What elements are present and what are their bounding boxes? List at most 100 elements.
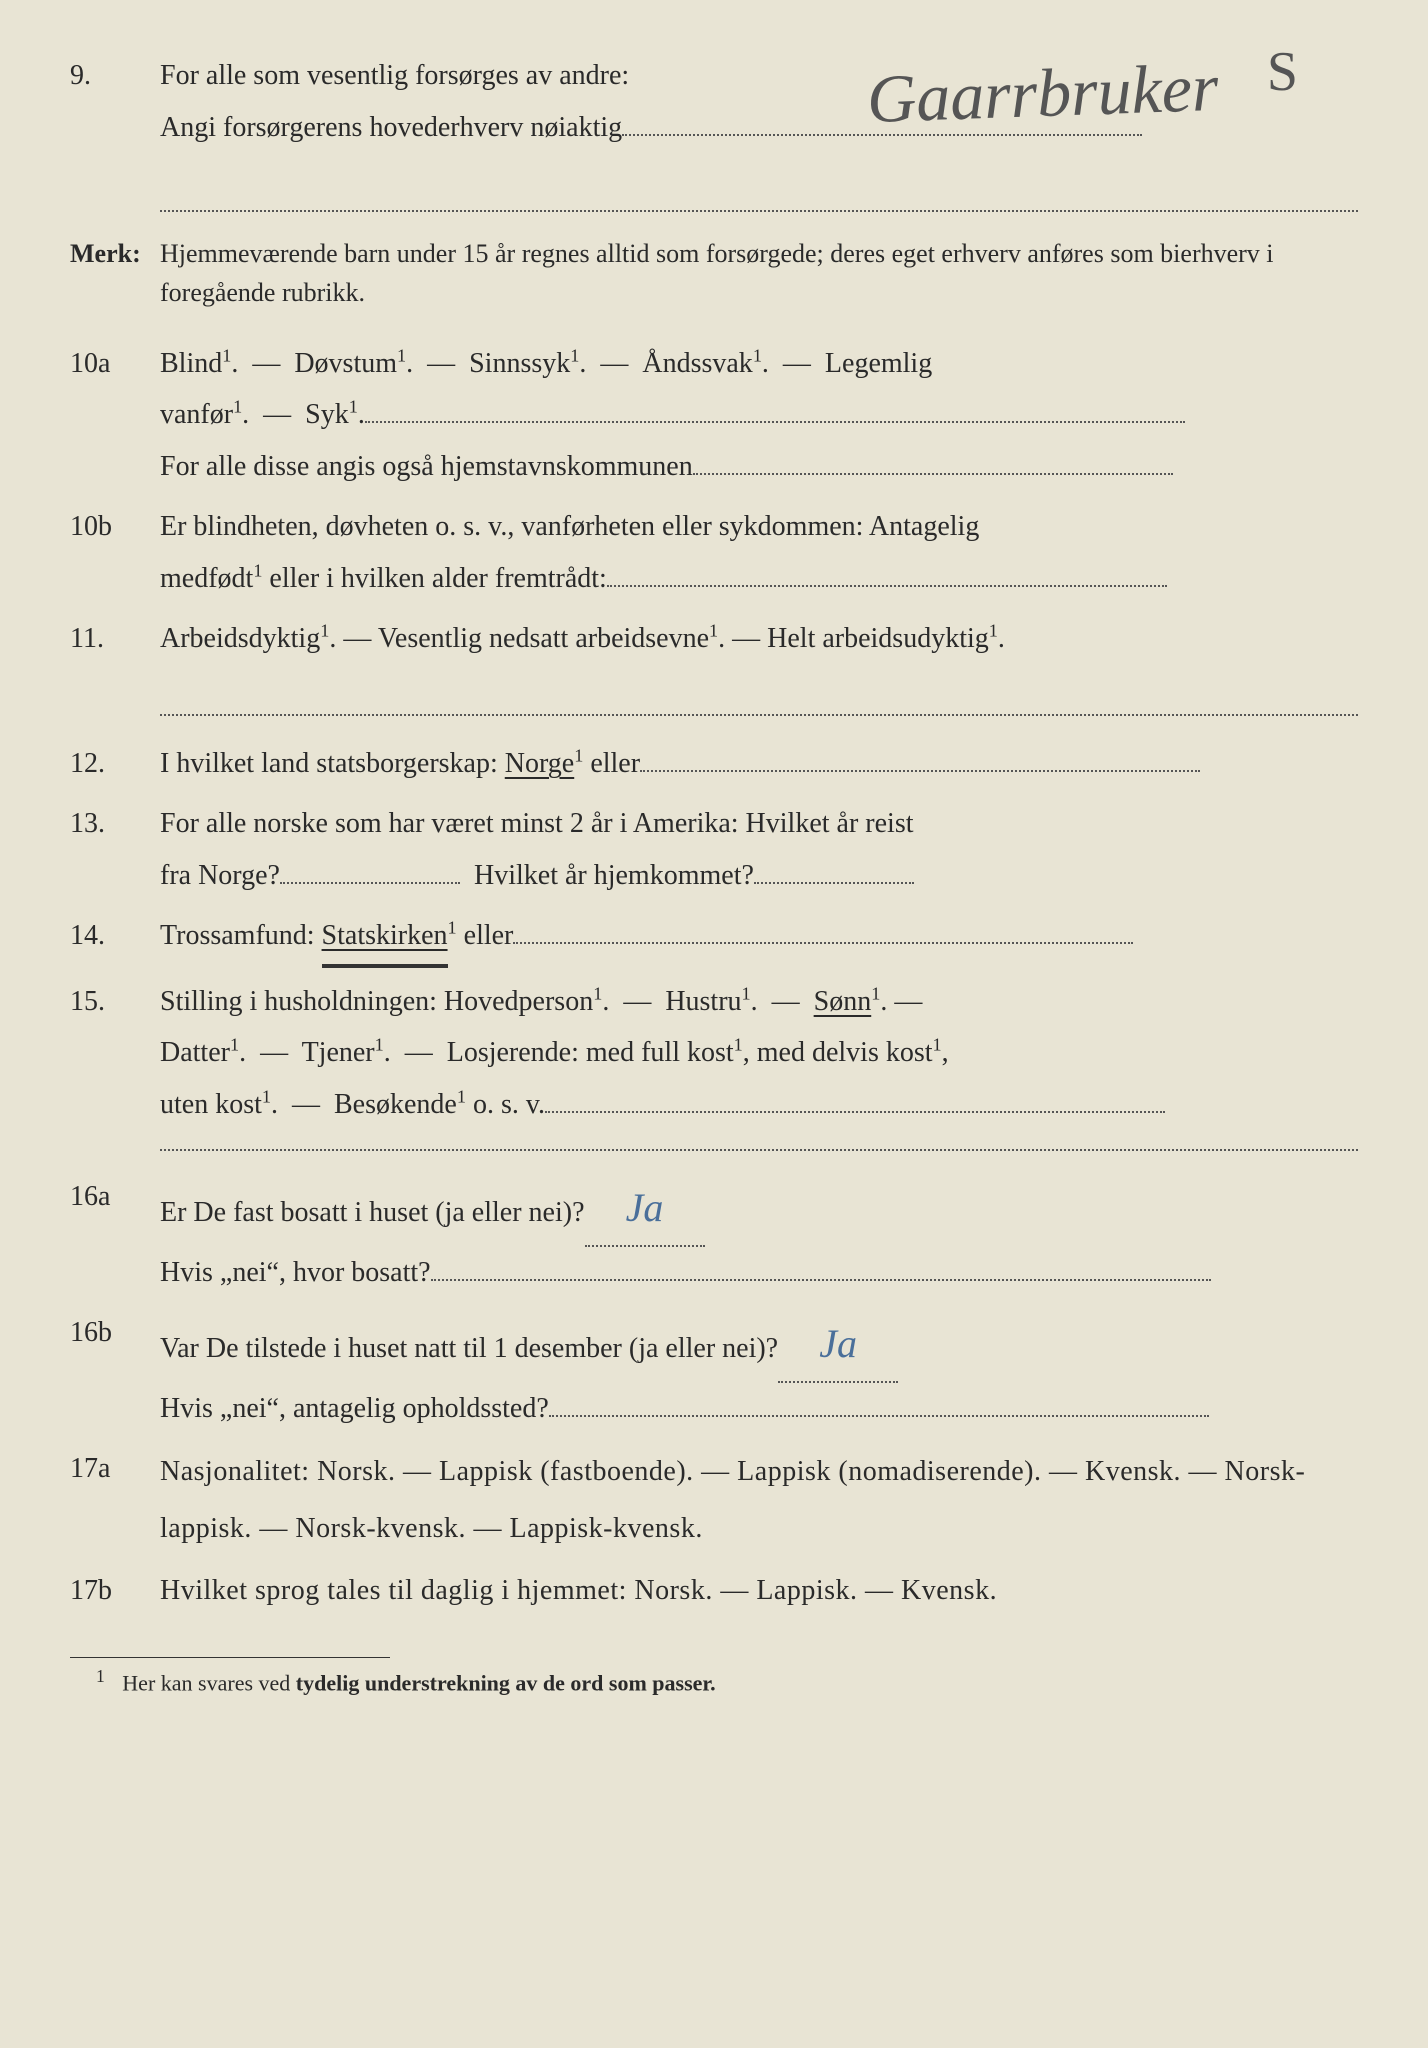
handwritten-16b: Ja	[815, 1321, 861, 1366]
q11-content: Arbeidsdyktig1. — Vesentlig nedsatt arbe…	[160, 613, 1358, 731]
q16b-content: Var De tilstede i huset natt til 1 desem…	[160, 1307, 1358, 1435]
q10a-sinnssyk: Sinnssyk	[469, 348, 570, 379]
q11-udyktig: Helt arbeidsudyktig	[767, 623, 989, 654]
q16b-hvis-nei: Hvis „nei“, antagelig opholdssted?	[160, 1393, 549, 1424]
q15-delvis: , med delvis kost	[743, 1037, 933, 1068]
q17a-content: Nasjonalitet: Norsk. — Lappisk (fastboen…	[160, 1443, 1358, 1558]
q16a-content: Er De fast bosatt i huset (ja eller nei)…	[160, 1171, 1358, 1299]
q10a-blind: Blind	[160, 348, 222, 379]
q12-norge: Norge	[505, 748, 574, 779]
q13-number: 13.	[70, 798, 160, 850]
question-14: 14. Trossamfund: Statskirken1 eller	[70, 910, 1358, 968]
q17b-content: Hvilket sprog tales til daglig i hjemmet…	[160, 1565, 1358, 1617]
q14-fill	[513, 942, 1133, 944]
q10a-line1: Blind1. — Døvstum1. — Sinnssyk1. — Åndss…	[160, 338, 1358, 390]
q10b-fill	[607, 585, 1167, 587]
question-16b: 16b Var De tilstede i huset natt til 1 d…	[70, 1307, 1358, 1435]
q10b-eller: eller i hvilken alder fremtrådt:	[262, 563, 606, 594]
q10a-line2: vanfør1. — Syk1.	[160, 389, 1358, 441]
q13-fill1	[280, 882, 460, 884]
q15-sonn: Sønn	[814, 986, 872, 1017]
question-17b: 17b Hvilket sprog tales til daglig i hje…	[70, 1565, 1358, 1617]
q16a-line1: Er De fast bosatt i huset (ja eller nei)…	[160, 1171, 1358, 1247]
q15-osv: o. s. v.	[466, 1089, 545, 1120]
q12-text: I hvilket land statsborgerskap:	[160, 748, 505, 779]
footnote-text: Her kan svares ved tydelig understreknin…	[122, 1670, 715, 1695]
q10a-line3: For alle disse angis også hjemstavnskomm…	[160, 441, 1358, 493]
q10a-vanfor: vanfør	[160, 399, 233, 430]
q11-blank-line	[160, 688, 1358, 716]
question-10a: 10a Blind1. — Døvstum1. — Sinnssyk1. — Å…	[70, 338, 1358, 493]
q12-eller: eller	[590, 748, 640, 779]
q15-datter: Datter	[160, 1037, 230, 1068]
q12-content: I hvilket land statsborgerskap: Norge1 e…	[160, 738, 1358, 790]
question-15: 15. Stilling i husholdningen: Hovedperso…	[70, 976, 1358, 1131]
q16a-fill	[431, 1279, 1211, 1281]
q15-besokende: Besøkende	[334, 1089, 457, 1120]
q13-fra-norge: fra Norge?	[160, 860, 280, 891]
question-13: 13. For alle norske som har været minst …	[70, 798, 1358, 902]
q16b-text: Var De tilstede i huset natt til 1 desem…	[160, 1333, 778, 1364]
q16a-answer-line: Ja	[585, 1171, 705, 1247]
q15-line3: uten kost1. — Besøkende1 o. s. v.	[160, 1079, 1358, 1131]
question-10b: 10b Er blindheten, døvheten o. s. v., va…	[70, 501, 1358, 605]
handwritten-occupation: Gaarrbruker	[865, 48, 1219, 139]
q10a-legemlig: Legemlig	[825, 348, 932, 379]
q10b-content: Er blindheten, døvheten o. s. v., vanfør…	[160, 501, 1358, 605]
q10a-number: 10a	[70, 338, 160, 390]
q16a-number: 16a	[70, 1171, 160, 1223]
q15-losjerende: Losjerende: med full kost	[447, 1037, 734, 1068]
q10b-line1: Er blindheten, døvheten o. s. v., vanfør…	[160, 501, 1358, 553]
q10a-dovstum: Døvstum	[294, 348, 397, 379]
q17b-number: 17b	[70, 1565, 160, 1617]
q11-nedsatt: Vesentlig nedsatt arbeidsevne	[378, 623, 709, 654]
footnote: 1 Her kan svares ved tydelig understrekn…	[70, 1666, 1358, 1696]
q11-number: 11.	[70, 613, 160, 665]
q10a-hjemstavn: For alle disse angis også hjemstavnskomm…	[160, 451, 693, 482]
q16a-line2: Hvis „nei“, hvor bosatt?	[160, 1247, 1358, 1299]
q12-fill	[640, 770, 1200, 772]
q17a-number: 17a	[70, 1443, 160, 1495]
q10b-line2: medfødt1 eller i hvilken alder fremtrådt…	[160, 553, 1358, 605]
question-11: 11. Arbeidsdyktig1. — Vesentlig nedsatt …	[70, 613, 1358, 731]
q15-tjener: Tjener	[302, 1037, 375, 1068]
q15-number: 15.	[70, 976, 160, 1028]
q13-line2: fra Norge? Hvilket år hjemkommet?	[160, 850, 1358, 902]
q16a-hvis-nei: Hvis „nei“, hvor bosatt?	[160, 1257, 431, 1288]
q10a-andssvak: Åndssvak	[642, 348, 752, 379]
q10a-fill2	[693, 473, 1173, 475]
q13-content: For alle norske som har været minst 2 år…	[160, 798, 1358, 902]
handwritten-corner-mark: S	[1267, 40, 1298, 104]
q10b-medfodt: medfødt	[160, 563, 253, 594]
q16b-fill	[549, 1415, 1209, 1417]
q9-blank-line	[160, 184, 1358, 212]
q14-statskirken: Statskirken	[322, 920, 448, 951]
q14-eller: eller	[464, 920, 514, 951]
question-12: 12. I hvilket land statsborgerskap: Norg…	[70, 738, 1358, 790]
q9-line2-text: Angi forsørgerens hovederhverv nøiaktig	[160, 112, 622, 143]
footnote-number: 1	[96, 1666, 105, 1686]
q16a-text: Er De fast bosatt i huset (ja eller nei)…	[160, 1197, 585, 1228]
q16b-answer-line: Ja	[778, 1307, 898, 1383]
q14-content: Trossamfund: Statskirken1 eller	[160, 910, 1358, 968]
merk-text: Hjemmeværende barn under 15 år regnes al…	[160, 234, 1358, 312]
q15-uten: uten kost	[160, 1089, 262, 1120]
q15-line1: Stilling i husholdningen: Hovedperson1. …	[160, 976, 1358, 1028]
q15-hustru: Hustru	[665, 986, 741, 1017]
q15-line2: Datter1. — Tjener1. — Losjerende: med fu…	[160, 1027, 1358, 1079]
separator-rule	[160, 1149, 1358, 1151]
q16b-number: 16b	[70, 1307, 160, 1359]
q13-fill2	[754, 882, 914, 884]
q15-hovedperson: Stilling i husholdningen: Hovedperson	[160, 986, 593, 1017]
footnote-rule	[70, 1657, 390, 1658]
q16b-line2: Hvis „nei“, antagelig opholdssted?	[160, 1383, 1358, 1435]
handwritten-16a: Ja	[622, 1185, 668, 1230]
q9-number: 9.	[70, 50, 160, 102]
q12-number: 12.	[70, 738, 160, 790]
q15-content: Stilling i husholdningen: Hovedperson1. …	[160, 976, 1358, 1131]
q10b-number: 10b	[70, 501, 160, 553]
q14-text: Trossamfund:	[160, 920, 322, 951]
census-form-page: S Gaarrbruker 9. For alle som vesentlig …	[70, 50, 1358, 1696]
question-17a: 17a Nasjonalitet: Norsk. — Lappisk (fast…	[70, 1443, 1358, 1558]
q13-hjemkommet: Hvilket år hjemkommet?	[474, 860, 754, 891]
